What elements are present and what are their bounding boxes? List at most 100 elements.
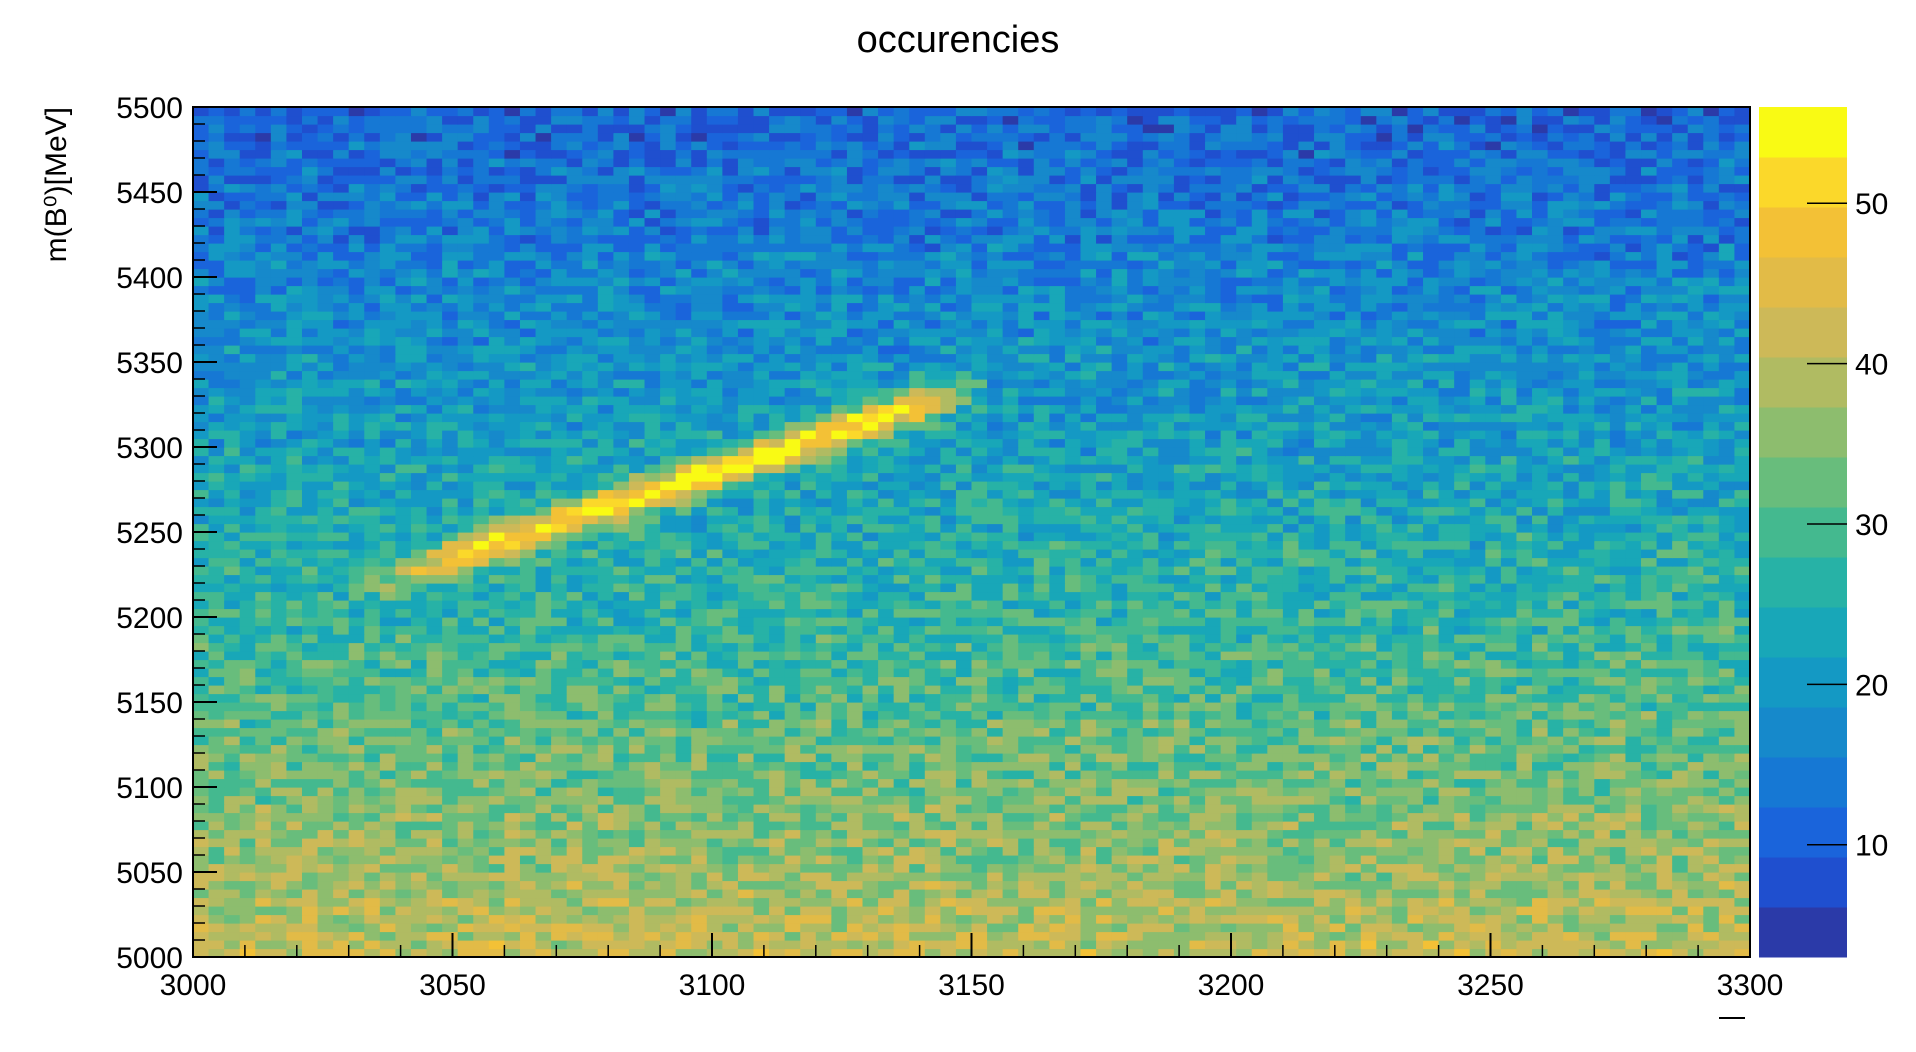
heat-cell (1423, 812, 1440, 822)
heat-cell (644, 532, 661, 542)
heat-cell (551, 753, 568, 763)
heat-cell (1236, 940, 1253, 950)
heat-cell (1609, 923, 1627, 933)
heat-cell (566, 566, 583, 576)
heat-cell (1500, 863, 1518, 873)
heat-cell (893, 923, 910, 933)
heat-cell (862, 617, 879, 627)
heat-cell (504, 761, 521, 771)
heat-cell (769, 863, 786, 873)
heat-cell (1064, 889, 1082, 899)
heat-cell (846, 889, 864, 899)
heat-cell (255, 566, 272, 576)
heat-cell (1734, 770, 1751, 780)
heat-cell (379, 855, 397, 865)
heat-cell (924, 532, 941, 542)
heat-cell (1641, 889, 1658, 899)
heat-cell (333, 804, 350, 814)
heat-cell (1251, 812, 1268, 822)
heat-cell (691, 744, 708, 754)
heat-cell (255, 617, 272, 627)
heat-cell (878, 727, 895, 737)
heat-cell (909, 838, 926, 848)
heat-cell (239, 795, 256, 805)
heat-cell (909, 736, 926, 746)
heat-cell (1718, 821, 1736, 831)
heat-cell (1687, 804, 1704, 814)
heat-cell (348, 829, 365, 839)
heat-cell (1532, 761, 1549, 771)
heat-cell (442, 574, 459, 584)
heat-cell (1516, 685, 1533, 695)
heat-cell (488, 557, 505, 567)
heat-cell (706, 719, 723, 729)
heat-cell (364, 787, 381, 797)
heat-cell (1454, 591, 1471, 601)
heat-cell (1625, 634, 1642, 644)
heat-cell (1173, 846, 1191, 856)
heat-cell (1578, 659, 1595, 669)
heat-cell (940, 795, 957, 805)
heat-cell (1018, 761, 1035, 771)
heat-cell (893, 702, 910, 712)
heat-cell (1142, 702, 1159, 712)
heat-cell (1609, 540, 1627, 550)
heat-cell (582, 744, 599, 754)
heat-cell (815, 574, 832, 584)
heat-cell (628, 583, 646, 593)
heat-cell (1220, 685, 1237, 695)
heat-cell (1064, 872, 1082, 882)
heat-cell (1687, 608, 1704, 618)
heat-cell (955, 676, 973, 686)
heat-cell (1625, 863, 1642, 873)
heat-cell (535, 872, 552, 882)
heat-cell (395, 668, 412, 678)
heat-cell (379, 821, 397, 831)
heat-cell (1532, 540, 1549, 550)
heat-cell (504, 659, 521, 669)
heat-cell (535, 846, 552, 856)
heat-cell (1220, 566, 1237, 576)
heat-cell (800, 532, 817, 542)
heat-cell (410, 838, 428, 848)
heat-cell (1142, 651, 1159, 661)
heat-cell (410, 948, 428, 958)
heat-cell (706, 676, 723, 686)
heat-cell (628, 795, 646, 805)
heat-cell (1438, 770, 1455, 780)
heat-cell (1360, 540, 1377, 550)
heat-cell (924, 923, 941, 933)
heat-cell (473, 889, 490, 899)
heat-cell (1267, 634, 1284, 644)
heat-cell (1173, 804, 1191, 814)
heat-cell (1298, 753, 1315, 763)
heat-cell (1158, 863, 1175, 873)
heat-cell (301, 668, 319, 678)
heat-cell (1142, 855, 1159, 865)
heat-cell (224, 727, 241, 737)
heat-cell (1360, 685, 1377, 695)
heat-cell (1080, 931, 1097, 941)
heat-cell (535, 625, 552, 635)
heat-cell (1500, 710, 1518, 720)
heat-cell (955, 719, 973, 729)
heat-cell (1594, 855, 1611, 865)
heat-cell (1609, 812, 1627, 822)
heat-cell (1423, 591, 1440, 601)
heat-cell (1282, 591, 1300, 601)
heat-cell (909, 693, 926, 703)
heat-cell (1127, 668, 1144, 678)
heat-cell (1345, 761, 1362, 771)
heat-cell (1360, 549, 1377, 559)
heat-cell (1251, 897, 1268, 907)
heat-cell (675, 710, 692, 720)
heat-cell (691, 540, 708, 550)
heat-cell (1360, 855, 1377, 865)
heat-cell (955, 821, 973, 831)
heat-cell (1329, 608, 1346, 618)
heat-cell (208, 642, 225, 652)
heat-cell (1703, 702, 1720, 712)
heat-cell (784, 668, 801, 678)
heat-cell (862, 736, 879, 746)
heat-cell (1345, 880, 1362, 890)
